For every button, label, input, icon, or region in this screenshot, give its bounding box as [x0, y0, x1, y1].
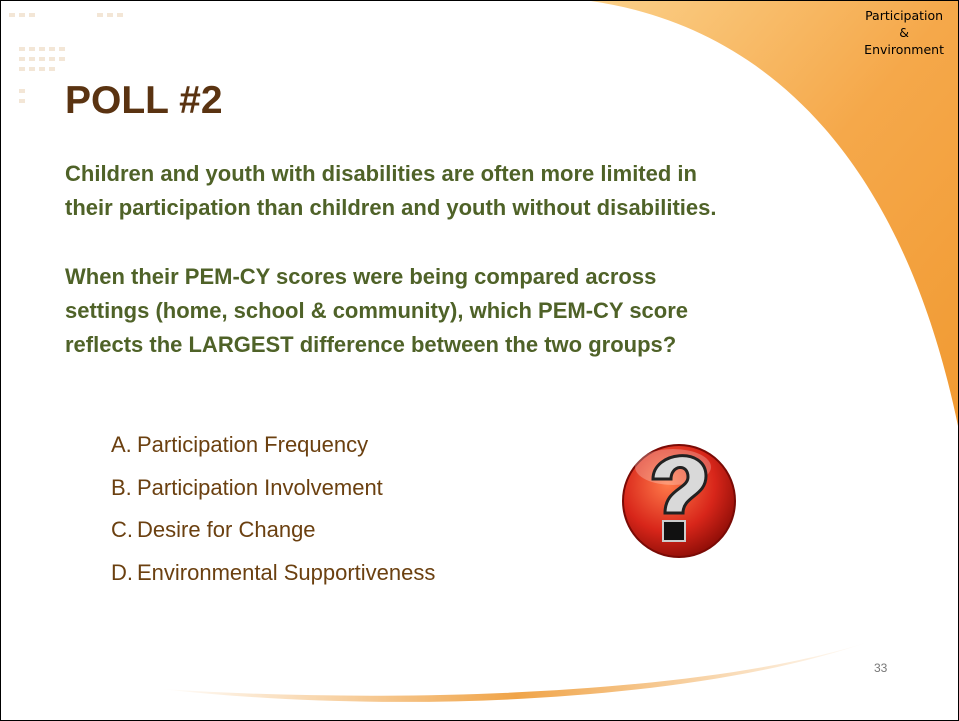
option-letter: C. — [111, 517, 137, 543]
paragraph: Children and youth with disabilities are… — [65, 157, 716, 225]
text-line: settings (home, school & community), whi… — [65, 294, 688, 328]
slide: Participation & Environment POLL #2 Chil… — [0, 0, 959, 721]
option: C.Desire for Change — [111, 517, 316, 543]
text-line: Children and youth with disabilities are… — [65, 157, 716, 191]
option: A.Participation Frequency — [111, 432, 368, 458]
option-text: Participation Frequency — [137, 432, 368, 457]
option-text: Participation Involvement — [137, 475, 383, 500]
option-text: Environmental Supportiveness — [137, 560, 435, 585]
option: B.Participation Involvement — [111, 475, 383, 501]
tag-line: Environment — [864, 41, 944, 58]
question-icon — [623, 445, 735, 557]
option-letter: D. — [111, 560, 137, 586]
text-line: their participation than children and yo… — [65, 191, 716, 225]
slide-title: POLL #2 — [65, 79, 223, 123]
text-line: When their PEM-CY scores were being comp… — [65, 260, 688, 294]
option-letter: B. — [111, 475, 137, 501]
section-tag: Participation & Environment — [864, 7, 944, 58]
option: D.Environmental Supportiveness — [111, 560, 435, 586]
tag-line: & — [864, 24, 944, 41]
paragraph: When their PEM-CY scores were being comp… — [65, 260, 688, 362]
text-line: reflects the LARGEST difference between … — [65, 328, 688, 362]
page-number: 33 — [874, 661, 887, 675]
tag-line: Participation — [864, 7, 944, 24]
option-letter: A. — [111, 432, 137, 458]
option-text: Desire for Change — [137, 517, 316, 542]
